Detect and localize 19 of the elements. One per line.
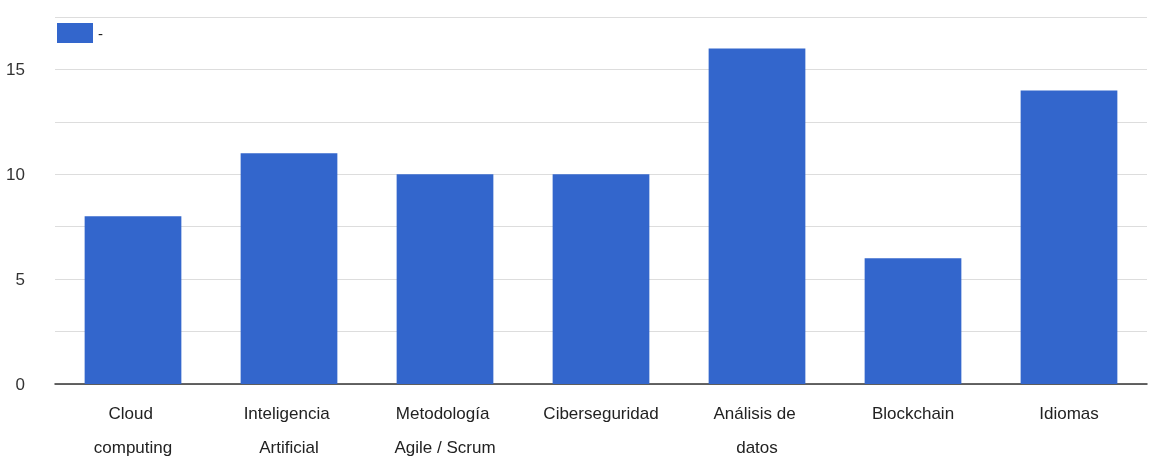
bar (396, 174, 494, 384)
bar (240, 153, 338, 384)
y-tick-label: 15 (6, 59, 25, 79)
x-tick-label: Ciberseguridad (543, 403, 659, 423)
legend-label: - (98, 24, 103, 42)
bar (1020, 90, 1118, 384)
bar (84, 216, 182, 384)
x-tick-label: Inteligencia Artificial (243, 403, 335, 457)
y-tick-label: 0 (15, 374, 25, 394)
x-tick-label: Blockchain (871, 403, 955, 423)
bar (864, 258, 962, 384)
y-tick-label: 10 (6, 164, 25, 184)
x-tick-label: Metodología Agile / Scrum (394, 403, 496, 457)
bar (708, 48, 806, 384)
x-tick-label: Análisis de datos (713, 403, 801, 457)
y-tick-label: 5 (15, 269, 25, 289)
x-tick-label: Cloud computing (93, 403, 173, 457)
x-tick-label: Idiomas (1039, 403, 1099, 423)
bar (552, 174, 650, 384)
